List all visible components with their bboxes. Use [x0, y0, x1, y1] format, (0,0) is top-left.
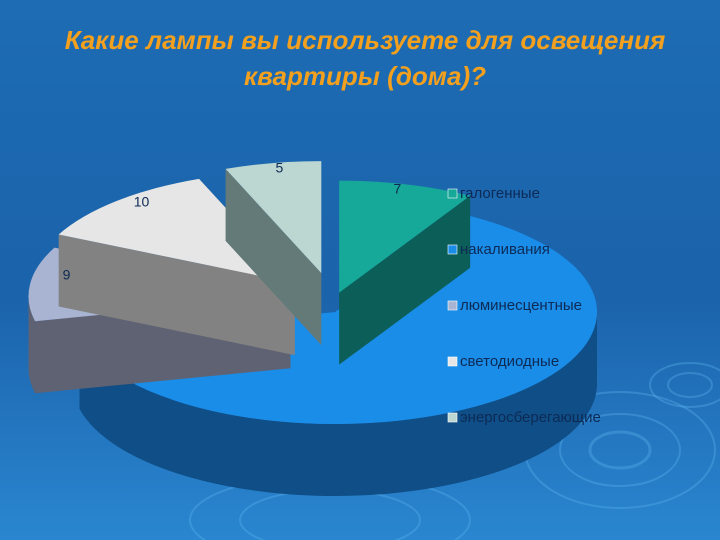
- slide-title-line-1: Какие лампы вы используете для освещения: [64, 25, 666, 55]
- pie-slice-энергосберегающие: [225, 161, 322, 346]
- data-label-энергосберегающие: 5: [276, 160, 284, 176]
- legend-label: галогенные: [460, 185, 540, 202]
- slice-top: [58, 178, 295, 284]
- legend-swatch: [447, 188, 458, 199]
- slice-top: [339, 180, 471, 293]
- legend-label: энергосберегающие: [460, 409, 601, 426]
- slice-top: [225, 161, 322, 274]
- slice-outer-wall: [28, 296, 36, 394]
- slice-side-wall: [339, 195, 471, 365]
- legend-entry-галогенные: галогенные: [447, 185, 540, 202]
- data-label-светодиодные: 10: [134, 193, 150, 209]
- legend-label: светодиодные: [460, 353, 559, 370]
- slide-title: Какие лампы вы используете для освещения…: [20, 22, 710, 94]
- legend-label: накаливания: [460, 241, 550, 258]
- pie-slices: [28, 161, 597, 497]
- legend-entry-люминесцентные: люминесцентные: [447, 297, 582, 314]
- legend-entry-энергосберегающие: энергосберегающие: [447, 409, 601, 426]
- legend-swatch: [447, 412, 458, 423]
- data-label-люминесцентные: 9: [63, 266, 71, 282]
- legend-swatch: [447, 300, 458, 311]
- legend-entry-светодиодные: светодиодные: [447, 353, 559, 370]
- pie-slice-галогенные: [339, 180, 471, 365]
- chart-legend: галогенные накаливания люминесцентные свето…: [447, 185, 601, 426]
- slice-side-wall: [225, 168, 322, 346]
- legend-label: люминесцентные: [460, 297, 582, 314]
- pie-data-labels: 7 9 10 5: [63, 160, 402, 283]
- slide-title-line-2: квартиры (дома)?: [243, 61, 487, 91]
- slice-side-wall: [58, 234, 295, 356]
- legend-entry-накаливания: накаливания: [447, 241, 550, 258]
- data-label-галогенные: 7: [394, 181, 402, 197]
- legend-swatch: [447, 244, 458, 255]
- legend-swatch: [447, 356, 458, 367]
- pie-slice-светодиодные: [58, 178, 295, 356]
- slice-outer-wall: [79, 312, 597, 497]
